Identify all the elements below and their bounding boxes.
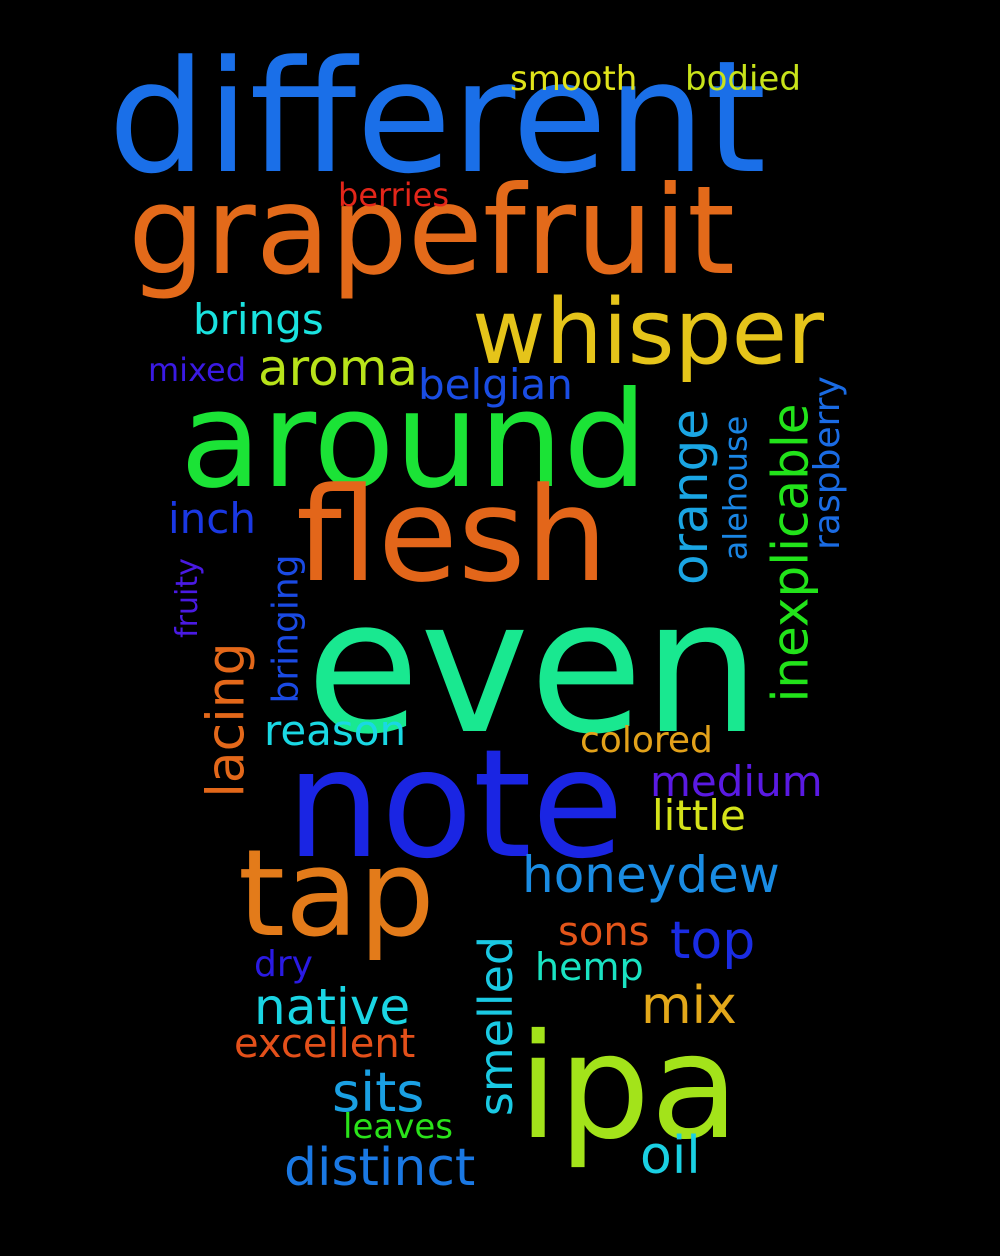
word-different: different bbox=[108, 27, 767, 208]
word-whisper: whisper bbox=[472, 280, 825, 385]
word-reason: reason bbox=[264, 706, 407, 755]
word-medium: medium bbox=[650, 757, 823, 806]
word-inch: inch bbox=[168, 494, 256, 543]
word-note: note bbox=[286, 718, 624, 892]
word-sons: sons bbox=[558, 909, 650, 955]
word-berries: berries bbox=[338, 176, 449, 214]
word-dry: dry bbox=[254, 944, 313, 985]
word-belgian: belgian bbox=[418, 360, 573, 409]
word-smooth: smooth bbox=[510, 59, 638, 99]
word-fruity: fruity bbox=[169, 558, 205, 638]
word-mixed: mixed bbox=[148, 351, 247, 389]
word-oil: oil bbox=[640, 1126, 701, 1186]
word-grapefruit: grapefruit bbox=[128, 160, 736, 302]
word-excellent: excellent bbox=[234, 1021, 416, 1067]
word-brings: brings bbox=[193, 295, 324, 344]
word-raspberry: raspberry bbox=[806, 376, 848, 550]
word-alehouse: alehouse bbox=[715, 415, 754, 561]
word-sits: sits bbox=[332, 1061, 425, 1124]
word-little: little bbox=[652, 791, 746, 840]
word-hemp: hemp bbox=[535, 945, 644, 989]
word-aroma: aroma bbox=[258, 339, 419, 397]
word-around: around bbox=[180, 364, 648, 518]
word-lacing: lacing bbox=[196, 642, 257, 798]
word-orange: orange bbox=[660, 409, 719, 585]
word-mix: mix bbox=[641, 976, 737, 1036]
word-tap: tap bbox=[238, 825, 435, 964]
word-smelled: smelled bbox=[469, 935, 524, 1117]
word-even: even bbox=[306, 559, 761, 775]
word-distinct: distinct bbox=[284, 1138, 476, 1198]
word-bodied: bodied bbox=[685, 59, 801, 99]
word-flesh: flesh bbox=[296, 459, 608, 611]
word-honeydew: honeydew bbox=[522, 846, 780, 904]
word-native: native bbox=[254, 978, 411, 1036]
word-colored: colored bbox=[580, 720, 713, 761]
word-leaves: leaves bbox=[343, 1107, 453, 1147]
word-top: top bbox=[670, 911, 756, 971]
word-ipa: ipa bbox=[518, 1003, 740, 1172]
word-bringing: bringing bbox=[265, 554, 306, 704]
